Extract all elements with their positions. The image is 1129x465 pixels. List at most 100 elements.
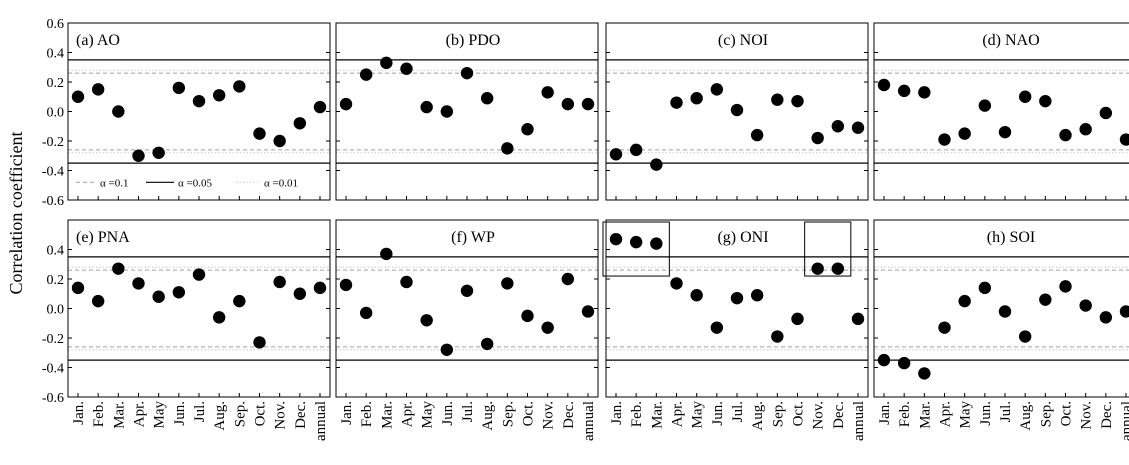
- panel-frame: [67, 22, 331, 201]
- x-tick-label: Jun.: [978, 401, 994, 426]
- data-point: [690, 289, 703, 302]
- x-tick-label: Aug.: [750, 401, 766, 431]
- data-point: [978, 281, 992, 295]
- x-tick-label: May: [152, 401, 168, 429]
- data-point: [400, 275, 413, 289]
- data-point: [1079, 299, 1092, 312]
- y-tick-label: 0.6: [47, 17, 65, 32]
- x-tick-label: annual: [581, 401, 597, 441]
- data-point: [650, 158, 663, 171]
- data-point: [339, 278, 353, 292]
- x-tick-label: Oct.: [1059, 401, 1075, 426]
- data-point: [501, 277, 514, 290]
- data-point: [253, 127, 266, 140]
- legend-label-0-05: α =0.05: [178, 177, 212, 189]
- y-tick-label: 0.2: [47, 273, 65, 288]
- data-point: [998, 305, 1012, 318]
- data-point: [541, 321, 554, 334]
- data-point: [1099, 106, 1113, 120]
- y-tick-label: 0.0: [47, 106, 65, 121]
- panel-7: Jan. Feb. Mar. Apr. May Jun. Jul. Aug. Sep. Oct. N…: [602, 219, 869, 441]
- x-tick-label: Jan.: [609, 401, 625, 425]
- x-tick-label: Sep.: [770, 401, 786, 427]
- data-point: [112, 262, 125, 275]
- data-point: [172, 81, 186, 95]
- data-point: [958, 294, 971, 308]
- data-point: [1119, 133, 1129, 146]
- y-tick-label: -0.2: [42, 332, 64, 347]
- data-point: [710, 83, 724, 96]
- x-tick-label: Mar.: [649, 401, 665, 429]
- legend-label-0-01: α =0.01: [264, 177, 298, 189]
- x-tick-label: Jul.: [460, 401, 476, 422]
- data-point: [192, 268, 206, 281]
- y-tick-label: 0.4: [47, 244, 65, 259]
- x-tick-label: Oct.: [521, 401, 537, 426]
- data-point: [132, 277, 145, 290]
- x-tick-label: Sep.: [232, 401, 248, 427]
- x-tick-label: Dec.: [831, 401, 847, 429]
- data-point: [877, 78, 891, 92]
- data-point: [440, 105, 454, 118]
- x-tick-label: Feb.: [897, 401, 913, 427]
- panel-5: 0.4 0.2 0.0 -0.2 -0.4 -0.6 Jan. Feb. Mar. Apr. May…: [42, 219, 331, 441]
- data-point: [629, 235, 643, 249]
- panel-8: Jan. Feb. Mar. Apr. May Jun. Jul. Aug. Sep. Oct. N…: [873, 219, 1129, 441]
- panel-4: (d) NAO: [873, 22, 1129, 201]
- x-tick-label: Nov.: [811, 401, 827, 430]
- panel-title: (c) NOI: [718, 32, 768, 49]
- data-point: [811, 262, 824, 275]
- data-point: [811, 131, 824, 145]
- data-point: [1059, 128, 1072, 142]
- data-point: [730, 291, 744, 305]
- data-point: [460, 66, 474, 80]
- x-tick-label: May: [420, 401, 436, 429]
- x-tick-label: Nov.: [1079, 401, 1095, 430]
- data-point: [313, 100, 327, 114]
- x-tick-label: Apr.: [400, 401, 416, 427]
- y-tick-label: -0.2: [42, 135, 64, 150]
- data-point: [273, 134, 286, 148]
- x-tick-label: Jan.: [339, 401, 355, 425]
- x-tick-label: May: [690, 401, 706, 429]
- data-point: [273, 275, 286, 289]
- data-point: [581, 305, 595, 318]
- data-point: [918, 367, 931, 380]
- data-point: [212, 311, 226, 324]
- panel-title: (e) PNA: [76, 229, 130, 246]
- x-tick-label: Apr.: [938, 401, 954, 427]
- x-tick-label: Mar.: [379, 401, 395, 429]
- data-point: [561, 272, 575, 286]
- data-point: [978, 99, 992, 112]
- data-point: [359, 68, 373, 81]
- panel-title: (a) AO: [76, 32, 120, 49]
- x-tick-label: Aug.: [212, 401, 228, 431]
- data-point: [400, 62, 413, 75]
- y-axis-label: Correlation coefficient: [6, 131, 26, 294]
- panel-title: (d) NAO: [982, 32, 1039, 49]
- data-point: [831, 120, 845, 133]
- data-point: [750, 128, 764, 142]
- data-point: [650, 237, 663, 250]
- y-tick-label: -0.6: [42, 391, 64, 406]
- data-point: [152, 146, 165, 159]
- x-tick-label: Jan.: [71, 401, 87, 425]
- panel-title: (h) SOI: [987, 229, 1035, 246]
- x-tick-label: Jul.: [192, 401, 208, 422]
- x-tick-label: Nov.: [273, 401, 289, 430]
- x-tick-label: Jul.: [730, 401, 746, 422]
- data-point: [521, 309, 534, 323]
- data-point: [420, 100, 433, 114]
- data-point: [91, 294, 105, 308]
- x-tick-label: Sep.: [1038, 401, 1054, 427]
- data-point: [380, 247, 393, 261]
- legend-label-0-1: α =0.1: [100, 177, 128, 189]
- data-point: [293, 287, 307, 300]
- data-point: [192, 94, 206, 108]
- x-tick-label: Aug.: [1018, 401, 1034, 431]
- panel-frame: [335, 219, 599, 398]
- y-tick-label: 0.0: [47, 303, 65, 318]
- panel-6: Jan. Feb. Mar. Apr. May Jun. Jul. Aug. Sep. Oct. N…: [335, 219, 599, 441]
- highlight-box: [804, 221, 852, 277]
